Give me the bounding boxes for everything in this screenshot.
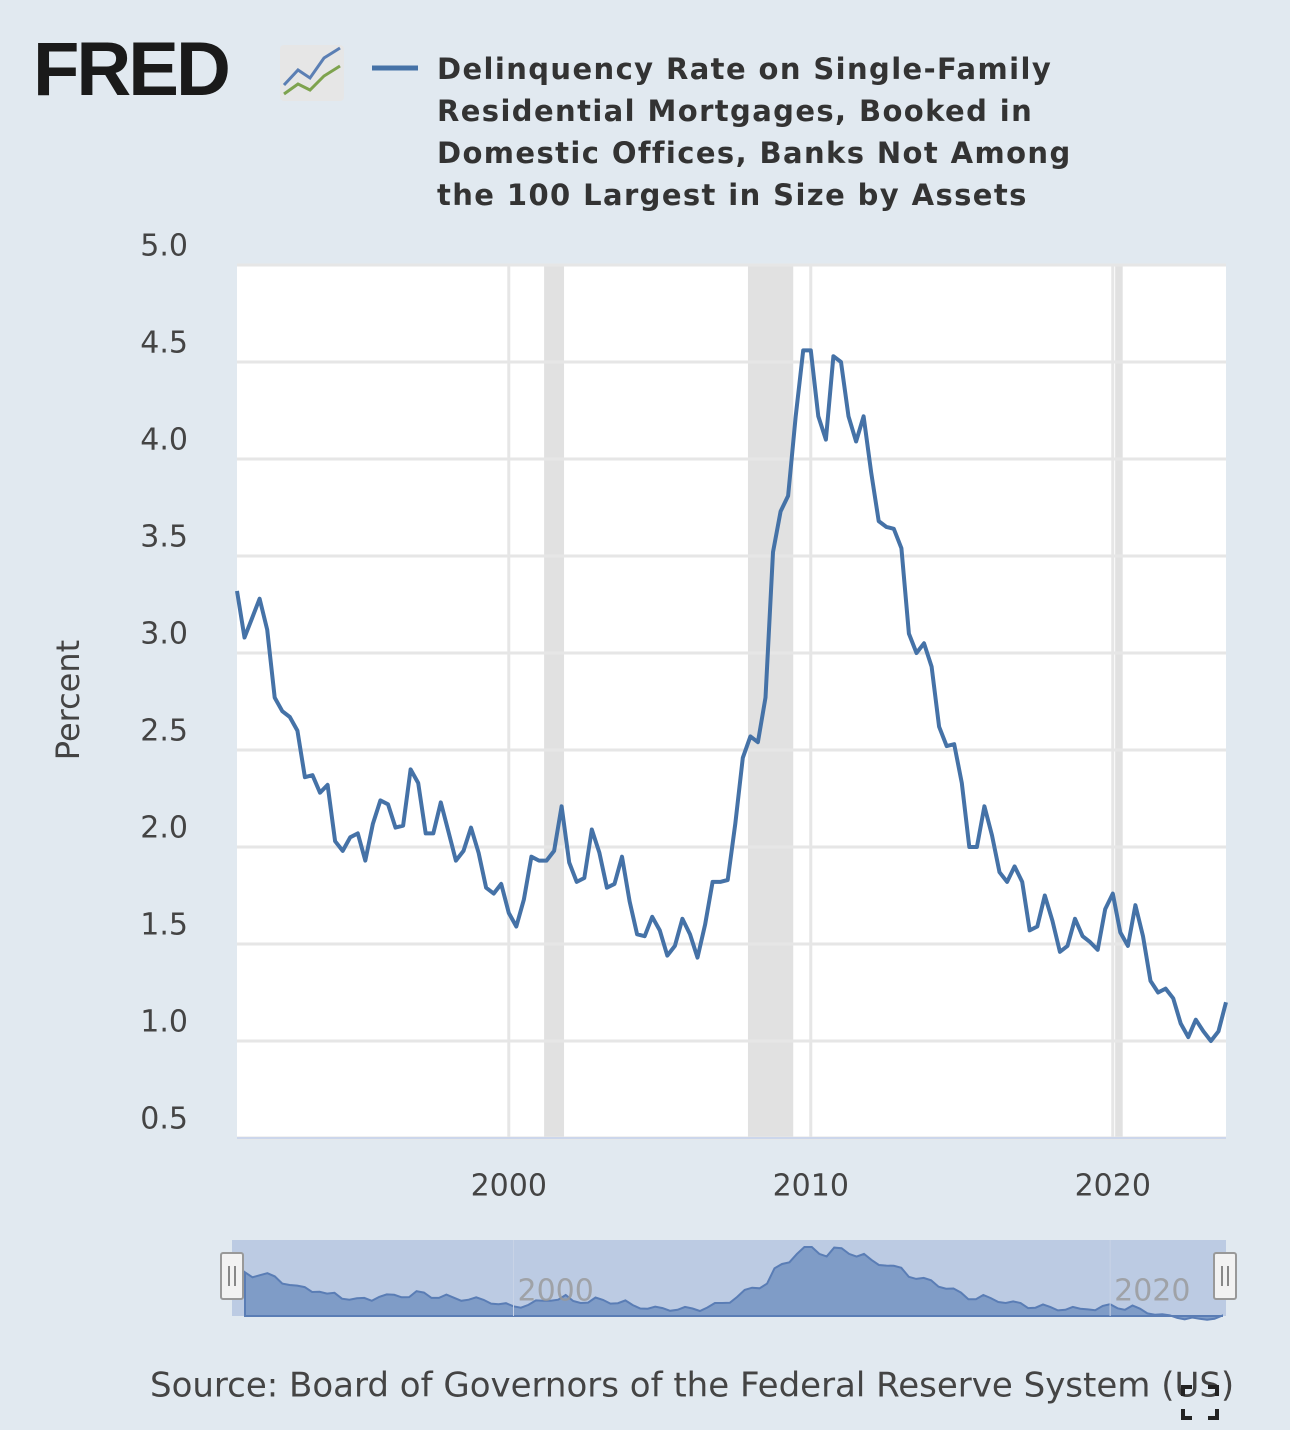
recession-band [747,265,794,1138]
x-tick-label: 2010 [773,1169,849,1204]
y-axis-label: Percent [49,640,87,760]
fullscreen-icon[interactable] [1181,1385,1219,1420]
y-tick-label: 2.0 [140,811,188,846]
navigator-handle[interactable] [1213,1252,1237,1300]
y-tick-label: 4.0 [140,423,188,458]
recession-band [1115,265,1123,1138]
navigator-handle[interactable] [220,1252,244,1300]
legend-label: Delinquency Rate on Single-Family Reside… [437,52,1072,212]
navigator-area [244,1246,1223,1321]
navigator-tick-label: 2020 [1114,1274,1190,1309]
source: Source: Board of Governors of the Federa… [150,1366,1234,1406]
x-tick-label: 2000 [471,1169,547,1204]
y-tick-label: 3.0 [140,617,188,652]
y-tick-label: 4.5 [140,326,188,361]
y-tick-label: 5.0 [140,229,188,264]
y-tick-label: 2.5 [140,714,188,749]
logo: FRED [33,27,228,112]
y-tick-label: 0.5 [140,1102,188,1137]
y-tick-label: 1.0 [140,1005,188,1040]
plot-area [237,265,1226,1138]
logo-icon [280,45,344,101]
y-tick-label: 1.5 [140,908,188,943]
recession-band [544,265,565,1138]
navigator-tick-label: 2000 [517,1274,593,1309]
y-tick-label: 3.5 [140,520,188,555]
x-tick-label: 2020 [1075,1169,1151,1204]
data-line [235,348,1228,1043]
